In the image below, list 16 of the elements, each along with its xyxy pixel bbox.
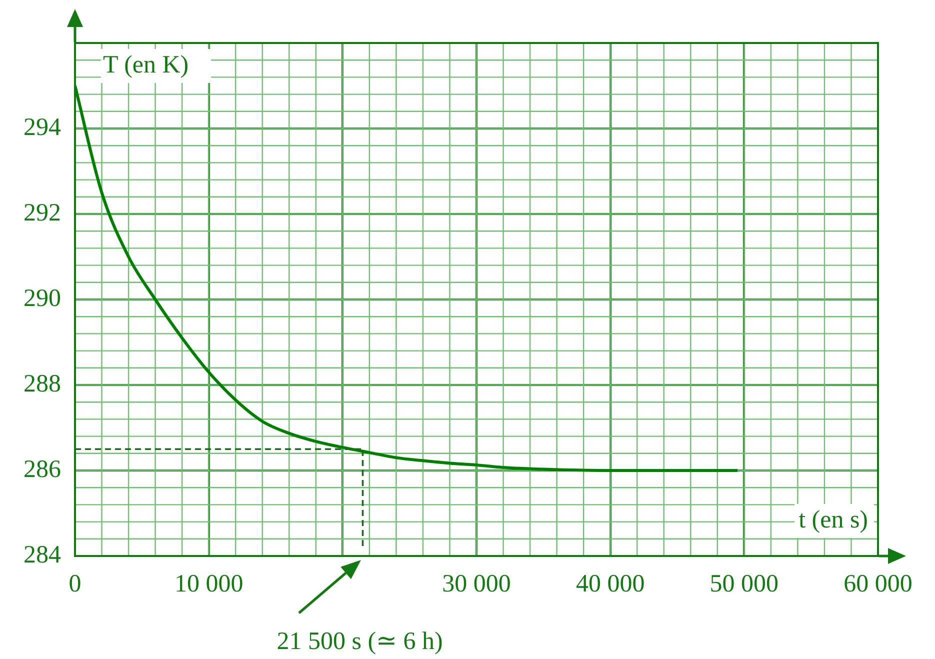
ref-line-label: 21 500 s (≃ 6 h) [276, 628, 443, 655]
x-tick-label: 0 [68, 570, 82, 598]
y-tick-label: 286 [24, 456, 61, 484]
y-tick-label: 292 [24, 200, 61, 227]
x-tick-label: 10 000 [174, 570, 244, 598]
y-axis-title: T (en K) [103, 52, 189, 79]
x-tick-label: 40 000 [576, 570, 645, 598]
y-tick-label: 284 [24, 542, 62, 569]
x-tick-label: 30 000 [442, 570, 511, 598]
x-tick-label: 60 000 [844, 570, 912, 598]
y-tick-label: 288 [24, 370, 61, 398]
x-axis-title: t (en s) [798, 506, 868, 534]
x-tick-label: 50 000 [710, 570, 779, 598]
y-tick-label: 294 [24, 114, 62, 142]
y-tick-label: 290 [24, 285, 61, 312]
line-series [75, 84, 739, 472]
